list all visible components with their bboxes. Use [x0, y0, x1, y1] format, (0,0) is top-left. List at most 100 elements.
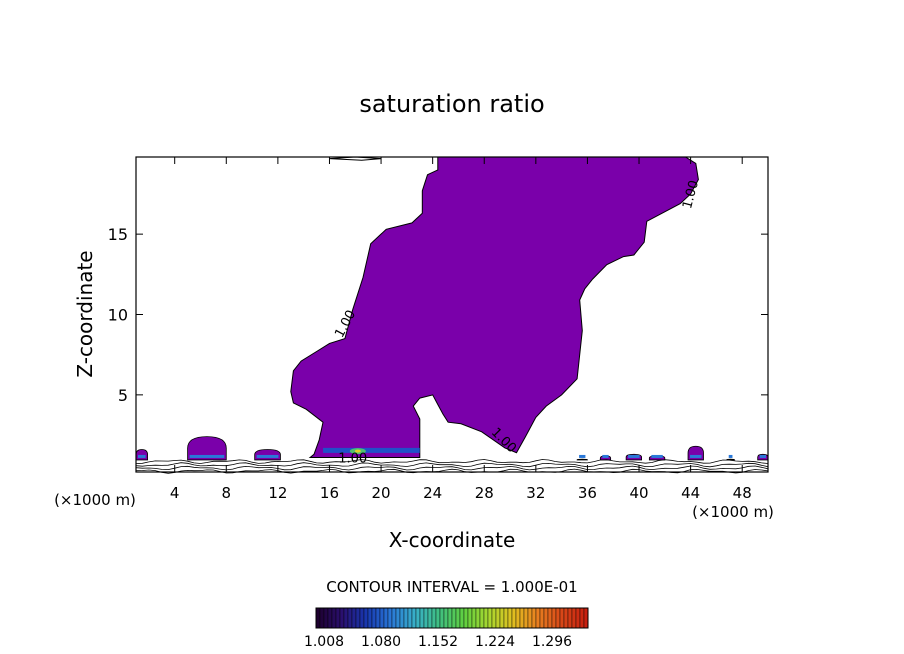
x-tick-label: 12 — [268, 484, 287, 502]
plume-region — [290, 156, 699, 458]
y-axis-label: Z-coordinate — [73, 250, 97, 377]
contour-fill-layer — [135, 156, 769, 461]
x-tick-label: 28 — [475, 484, 494, 502]
x-axis-label: X-coordinate — [389, 528, 516, 552]
colorbar-cell — [319, 607, 325, 629]
colorbar-cell — [387, 607, 393, 629]
y-tick-label: 10 — [108, 306, 128, 325]
colorbar-cell — [471, 607, 477, 629]
y-tick-label: 5 — [118, 386, 128, 405]
colorbar-label: 1.080 — [361, 634, 401, 650]
x-tick-label: 16 — [320, 484, 339, 502]
colorbar-cell — [583, 607, 589, 629]
y-tick-label: 15 — [108, 225, 128, 244]
plume-core-max — [354, 449, 361, 453]
colorbar-cell — [315, 607, 321, 629]
colorbar — [315, 607, 589, 629]
colorbar-cell — [435, 607, 441, 629]
patch-core-5 — [628, 454, 640, 458]
colorbar-cell — [559, 607, 565, 629]
colorbar-cell — [383, 607, 389, 629]
colorbar-frame — [315, 607, 589, 629]
colorbar-cell — [499, 607, 505, 629]
colorbar-cell — [527, 607, 533, 629]
colorbar-cell — [495, 607, 501, 629]
colorbar-cell — [379, 607, 385, 629]
colorbar-cell — [419, 607, 425, 629]
colorbar-cell — [415, 607, 421, 629]
colorbar-cell — [351, 607, 357, 629]
ground-line-1 — [135, 465, 769, 471]
colorbar-cell — [403, 607, 409, 629]
patch-1 — [187, 436, 227, 461]
colorbar-cell — [391, 607, 397, 629]
colorbar-cell — [515, 607, 521, 629]
colorbar-cell — [443, 607, 449, 629]
colorbar-cell — [503, 607, 509, 629]
colorbar-cell — [427, 607, 433, 629]
colorbar-cell — [539, 607, 545, 629]
colorbar-cell — [475, 607, 481, 629]
colorbar-labels: 1.008 1.080 1.152 1.224 1.296 — [304, 634, 572, 650]
x-axis-ticks: 4 8 12 16 20 24 28 32 36 40 44 48 — [170, 157, 752, 502]
colorbar-cell — [363, 607, 369, 629]
x-tick-label: 20 — [372, 484, 391, 502]
colorbar-cell — [535, 607, 541, 629]
colorbar-cell — [575, 607, 581, 629]
colorbar-cell — [331, 607, 337, 629]
x-tick-label: 24 — [423, 484, 442, 502]
colorbar-cell — [355, 607, 361, 629]
colorbar-cell — [367, 607, 373, 629]
colorbar-cell — [479, 607, 485, 629]
y-axis-ticks: 5 10 15 — [108, 225, 768, 405]
x-tick-label: 36 — [578, 484, 597, 502]
colorbar-cell — [339, 607, 345, 629]
colorbar-cell — [483, 607, 489, 629]
colorbar-cell — [511, 607, 517, 629]
ground-line-2 — [135, 462, 769, 468]
patch-core-7 — [690, 454, 702, 458]
colorbar-cell — [431, 607, 437, 629]
patch-core-8 — [728, 454, 733, 458]
colorbar-cell — [451, 607, 457, 629]
patch-core-0 — [138, 454, 146, 458]
colorbar-label: 1.152 — [418, 634, 458, 650]
colorbar-cell — [371, 607, 377, 629]
x-tick-label: 32 — [526, 484, 545, 502]
colorbar-cell — [551, 607, 557, 629]
chart-title: saturation ratio — [359, 90, 544, 118]
colorbar-cell — [467, 607, 473, 629]
x-tick-label: 48 — [733, 484, 752, 502]
x-tick-label: 4 — [170, 484, 180, 502]
colorbar-cell — [571, 607, 577, 629]
colorbar-cell — [455, 607, 461, 629]
x-tick-label: 8 — [222, 484, 232, 502]
patch-core-4 — [602, 454, 609, 458]
colorbar-cell — [359, 607, 365, 629]
colorbar-cell — [395, 607, 401, 629]
colorbar-cell — [439, 607, 445, 629]
patch-2 — [254, 449, 281, 461]
contour-label-3: 1.00 — [338, 451, 367, 466]
x-tick-label: 44 — [681, 484, 700, 502]
colorbar-cell — [463, 607, 469, 629]
colorbar-cell — [323, 607, 329, 629]
colorbar-cell — [563, 607, 569, 629]
colorbar-cell — [375, 607, 381, 629]
x-axis-unit-right: (×1000 m) — [692, 503, 774, 521]
colorbar-cell — [335, 607, 341, 629]
colorbar-cell — [407, 607, 413, 629]
colorbar-label: 1.008 — [304, 634, 344, 650]
colorbar-cell — [459, 607, 465, 629]
colorbar-cell — [567, 607, 573, 629]
contour-label-2: 1.00 — [680, 179, 702, 211]
colorbar-cell — [519, 607, 525, 629]
colorbar-cell — [547, 607, 553, 629]
patch-0 — [135, 449, 149, 461]
ground-contour-lines — [135, 459, 769, 474]
colorbar-cell — [543, 607, 549, 629]
colorbar-cell — [399, 607, 405, 629]
colorbar-cell — [523, 607, 529, 629]
patch-core-9 — [759, 454, 766, 458]
